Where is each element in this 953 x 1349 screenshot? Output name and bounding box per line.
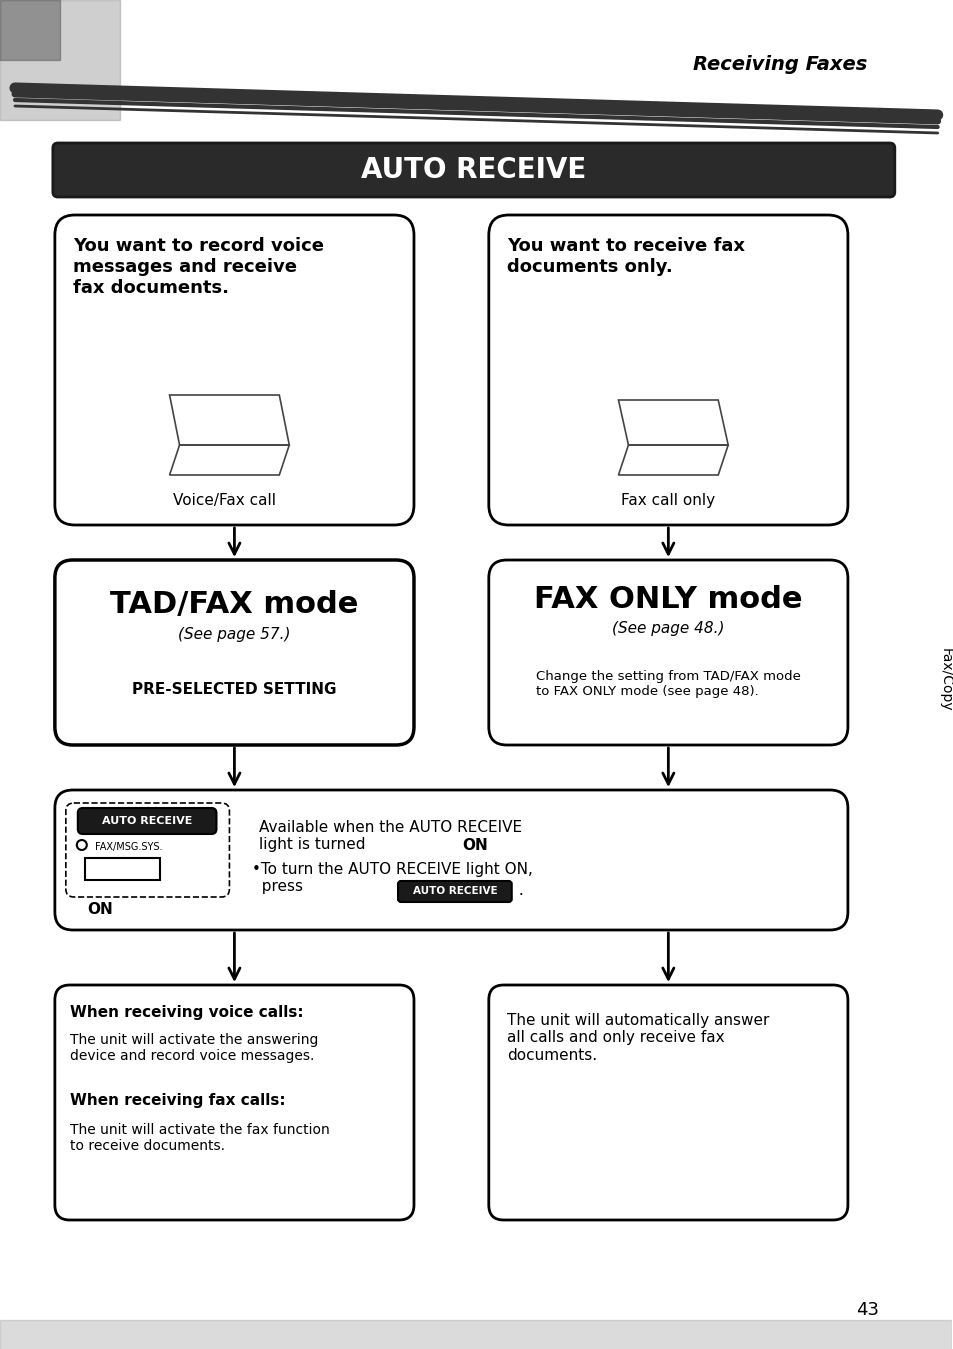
FancyBboxPatch shape — [55, 791, 847, 929]
Text: Fax call only: Fax call only — [620, 492, 715, 507]
FancyBboxPatch shape — [397, 881, 511, 902]
FancyBboxPatch shape — [488, 985, 847, 1219]
FancyBboxPatch shape — [55, 985, 414, 1219]
Text: ON: ON — [461, 838, 487, 853]
Text: TAD/FAX mode: TAD/FAX mode — [111, 591, 358, 619]
FancyBboxPatch shape — [55, 214, 414, 525]
Text: When receiving voice calls:: When receiving voice calls: — [70, 1005, 303, 1020]
Text: (See page 48.): (See page 48.) — [612, 621, 724, 635]
FancyBboxPatch shape — [488, 214, 847, 525]
FancyBboxPatch shape — [78, 808, 216, 834]
FancyBboxPatch shape — [52, 143, 894, 197]
Text: AUTO RECEIVE: AUTO RECEIVE — [102, 816, 193, 826]
Bar — [0, 0, 119, 120]
Text: FAX ONLY mode: FAX ONLY mode — [534, 585, 801, 615]
Text: Change the setting from TAD/FAX mode
to FAX ONLY mode (see page 48).: Change the setting from TAD/FAX mode to … — [536, 670, 800, 697]
FancyBboxPatch shape — [55, 560, 414, 745]
Bar — [0, 0, 60, 59]
Text: Receiving Faxes: Receiving Faxes — [693, 55, 867, 74]
Text: Fax/Copy: Fax/Copy — [938, 648, 952, 712]
Text: The unit will activate the fax function
to receive documents.: The unit will activate the fax function … — [70, 1122, 329, 1153]
Bar — [0, 1321, 951, 1349]
Text: Voice/Fax call: Voice/Fax call — [172, 492, 275, 507]
Text: You want to receive fax
documents only.: You want to receive fax documents only. — [506, 237, 744, 275]
Text: •To turn the AUTO RECEIVE light ON,
  press: •To turn the AUTO RECEIVE light ON, pres… — [253, 862, 533, 894]
Text: .: . — [514, 884, 523, 898]
FancyBboxPatch shape — [488, 560, 847, 745]
Text: The unit will activate the answering
device and record voice messages.: The unit will activate the answering dev… — [70, 1033, 318, 1063]
Text: When receiving fax calls:: When receiving fax calls: — [70, 1093, 285, 1108]
Text: AUTO RECEIVE: AUTO RECEIVE — [412, 886, 497, 897]
Text: The unit will automatically answer
all calls and only receive fax
documents.: The unit will automatically answer all c… — [506, 1013, 768, 1063]
Text: 43: 43 — [856, 1300, 879, 1319]
Text: (See page 57.): (See page 57.) — [178, 627, 291, 642]
Bar — [85, 858, 159, 880]
Text: FAX/MSG.SYS.: FAX/MSG.SYS. — [94, 842, 162, 853]
Text: PRE-SELECTED SETTING: PRE-SELECTED SETTING — [132, 683, 336, 697]
Text: You want to record voice
messages and receive
fax documents.: You want to record voice messages and re… — [72, 237, 323, 297]
Text: Available when the AUTO RECEIVE
light is turned: Available when the AUTO RECEIVE light is… — [259, 820, 522, 853]
Text: ON: ON — [87, 902, 112, 917]
Text: AUTO RECEIVE: AUTO RECEIVE — [361, 156, 586, 183]
